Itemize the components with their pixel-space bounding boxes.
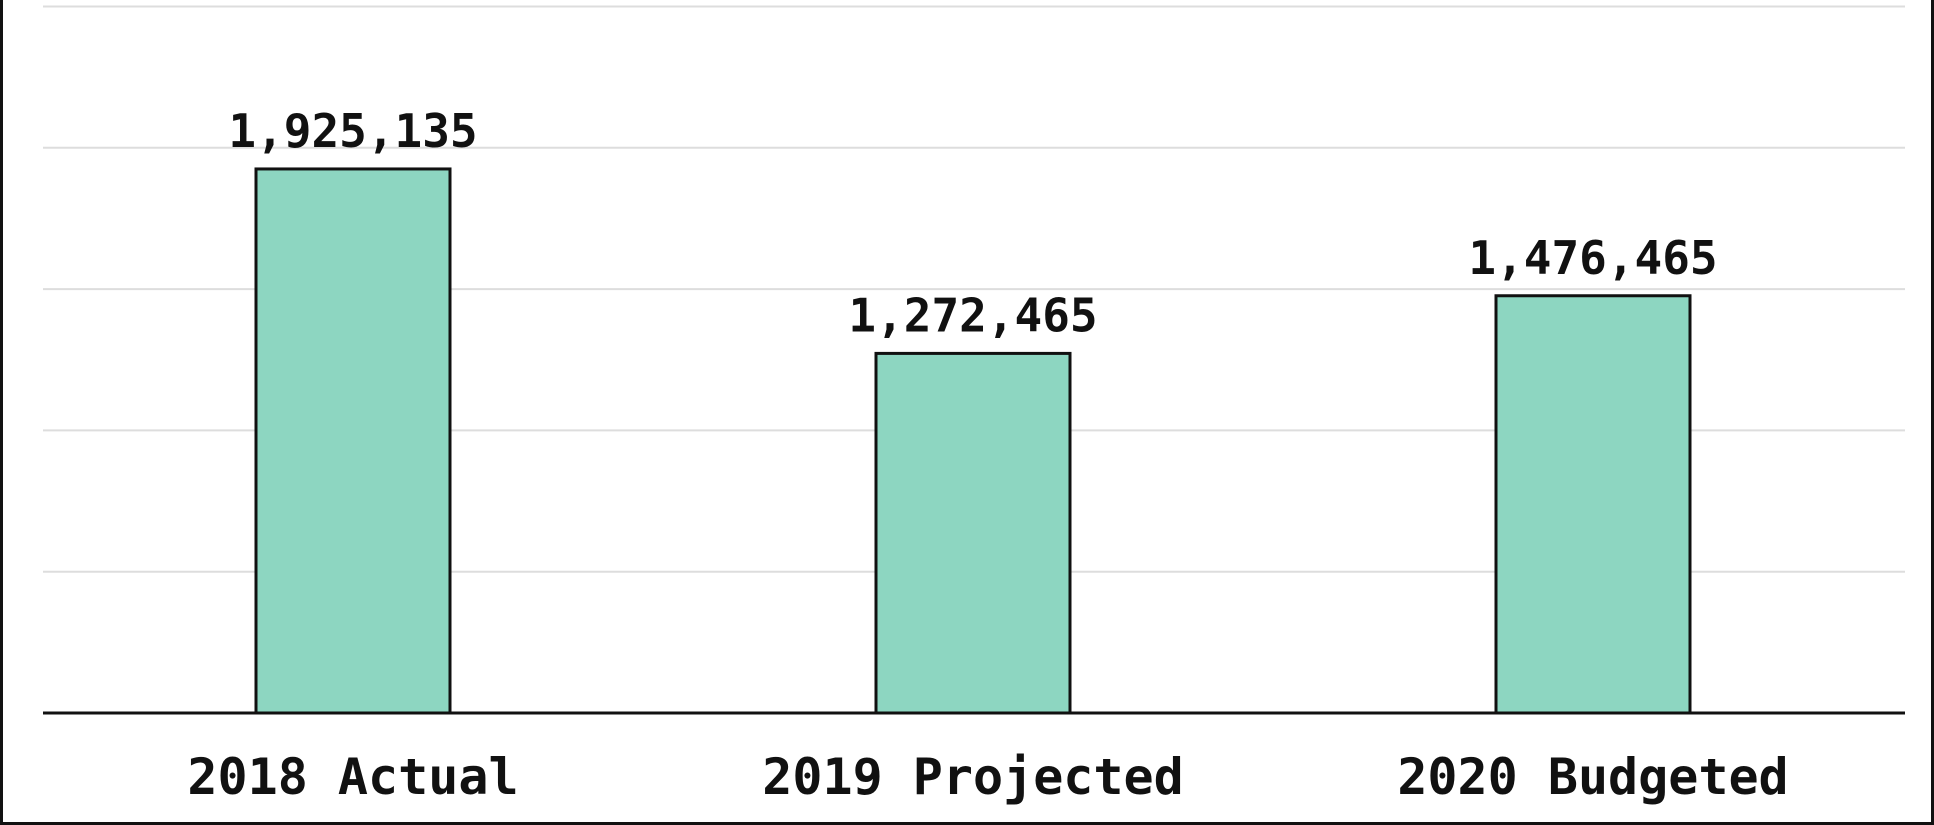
bar-2019-projected [874, 351, 1072, 715]
data-label: 1,476,465 [1468, 231, 1717, 285]
bar-2018-actual [254, 167, 452, 715]
data-label: 1,272,465 [848, 288, 1097, 342]
category-labels: 2018 Actual 2019 Projected 2020 Budgeted [187, 748, 1788, 806]
data-label: 1,925,135 [228, 104, 477, 158]
bars [254, 167, 1692, 715]
x-tick-label: 2019 Projected [762, 748, 1183, 806]
value-labels: 1,925,135 1,272,465 1,476,465 [228, 104, 1717, 342]
x-tick-label: 2018 Actual [187, 748, 518, 806]
x-tick-label: 2020 Budgeted [1397, 748, 1788, 806]
bar-2020-budgeted [1494, 294, 1692, 715]
